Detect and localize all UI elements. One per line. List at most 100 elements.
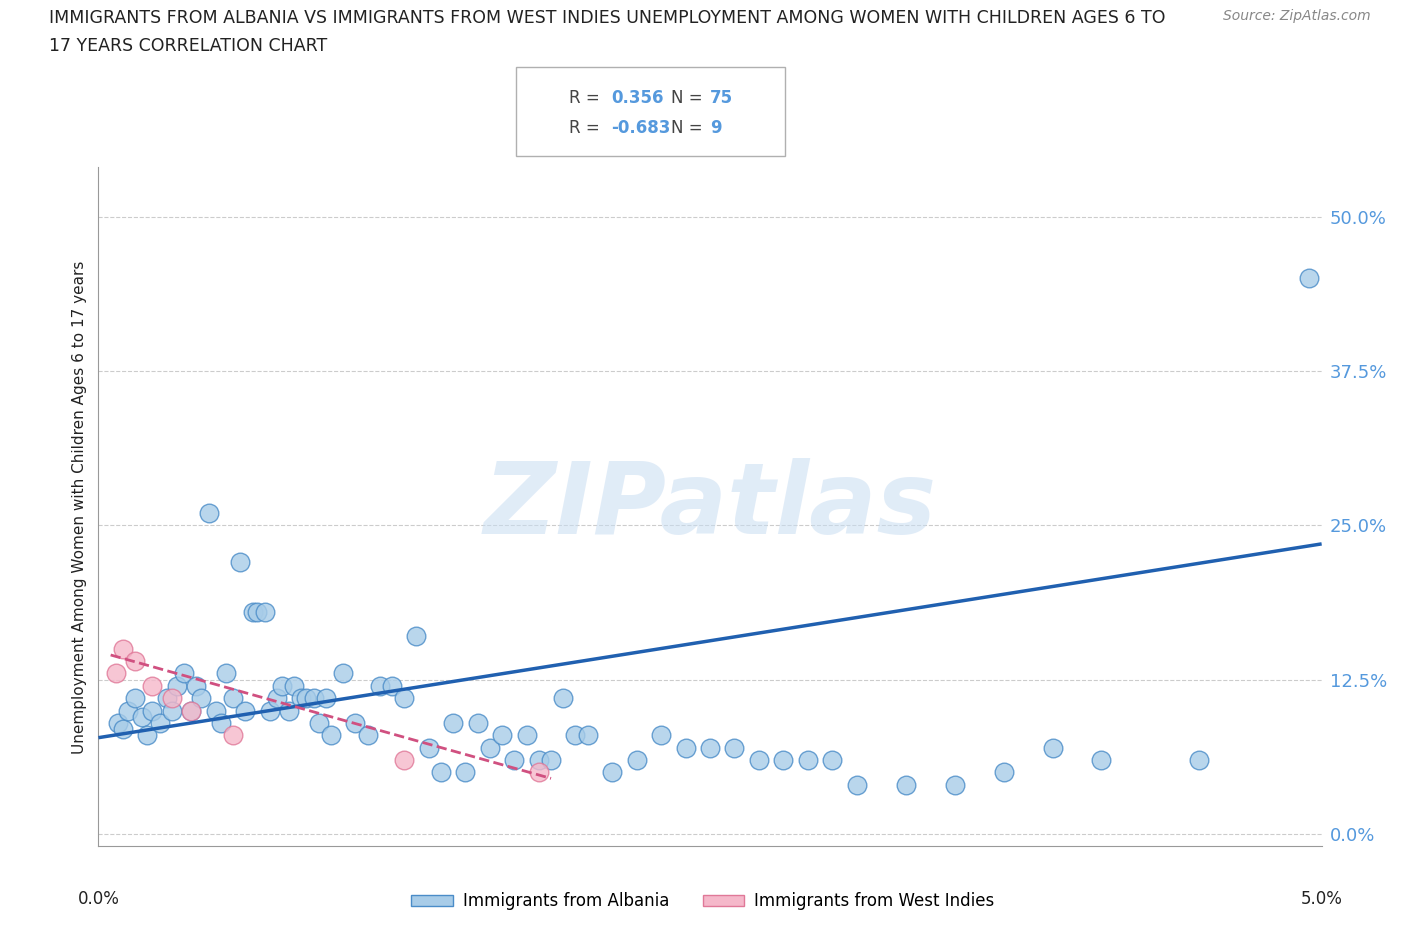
- Point: [454, 764, 477, 779]
- Point: [124, 691, 146, 706]
- Point: [270, 678, 294, 693]
- Point: [797, 752, 820, 767]
- Point: [104, 666, 127, 681]
- Point: [190, 691, 212, 706]
- Point: [356, 728, 378, 743]
- Point: [1188, 752, 1211, 767]
- Point: [259, 703, 281, 718]
- Point: [845, 777, 868, 792]
- Point: [772, 752, 794, 767]
- Point: [553, 691, 575, 706]
- Point: [650, 728, 672, 743]
- Point: [246, 604, 269, 619]
- Text: 5.0%: 5.0%: [1301, 889, 1343, 908]
- Point: [131, 710, 153, 724]
- Point: [117, 703, 139, 718]
- Point: [214, 666, 236, 681]
- Point: [418, 740, 440, 755]
- Point: [222, 728, 245, 743]
- Point: [124, 654, 146, 669]
- Text: 75: 75: [710, 88, 733, 107]
- Point: [278, 703, 301, 718]
- Point: [723, 740, 745, 755]
- Point: [441, 715, 464, 730]
- Point: [173, 666, 195, 681]
- Point: [111, 642, 134, 657]
- Point: [295, 691, 318, 706]
- Text: 0.356: 0.356: [612, 88, 664, 107]
- Point: [491, 728, 513, 743]
- Point: [332, 666, 354, 681]
- Point: [748, 752, 770, 767]
- Point: [943, 777, 966, 792]
- Point: [197, 506, 219, 521]
- Point: [222, 691, 245, 706]
- Text: N =: N =: [671, 88, 702, 107]
- Point: [209, 715, 232, 730]
- Point: [430, 764, 453, 779]
- Point: [405, 629, 427, 644]
- Point: [392, 752, 416, 767]
- Point: [527, 764, 550, 779]
- Point: [160, 703, 183, 718]
- Point: [107, 715, 129, 730]
- Point: [166, 678, 188, 693]
- Point: [283, 678, 305, 693]
- Point: [229, 555, 252, 570]
- Point: [540, 752, 562, 767]
- Point: [527, 752, 550, 767]
- Point: [141, 678, 163, 693]
- Point: [302, 691, 325, 706]
- Point: [308, 715, 330, 730]
- Point: [149, 715, 172, 730]
- Point: [1042, 740, 1064, 755]
- Point: [1090, 752, 1112, 767]
- Point: [821, 752, 844, 767]
- Point: [315, 691, 337, 706]
- Y-axis label: Unemployment Among Women with Children Ages 6 to 17 years: Unemployment Among Women with Children A…: [72, 260, 87, 753]
- Point: [160, 691, 183, 706]
- Text: R =: R =: [569, 119, 600, 138]
- Point: [180, 703, 202, 718]
- Point: [503, 752, 526, 767]
- Point: [205, 703, 228, 718]
- Point: [186, 678, 208, 693]
- Point: [564, 728, 586, 743]
- Legend: Immigrants from Albania, Immigrants from West Indies: Immigrants from Albania, Immigrants from…: [405, 885, 1001, 917]
- Point: [290, 691, 312, 706]
- Point: [233, 703, 256, 718]
- Text: R =: R =: [569, 88, 600, 107]
- Text: IMMIGRANTS FROM ALBANIA VS IMMIGRANTS FROM WEST INDIES UNEMPLOYMENT AMONG WOMEN : IMMIGRANTS FROM ALBANIA VS IMMIGRANTS FR…: [49, 9, 1166, 27]
- Point: [156, 691, 179, 706]
- Text: -0.683: -0.683: [612, 119, 671, 138]
- Point: [467, 715, 489, 730]
- Point: [319, 728, 342, 743]
- Text: 17 YEARS CORRELATION CHART: 17 YEARS CORRELATION CHART: [49, 37, 328, 55]
- Text: 0.0%: 0.0%: [77, 889, 120, 908]
- Point: [626, 752, 648, 767]
- Point: [894, 777, 917, 792]
- Point: [344, 715, 367, 730]
- Point: [136, 728, 159, 743]
- Text: ZIPatlas: ZIPatlas: [484, 458, 936, 555]
- Point: [111, 722, 134, 737]
- Point: [266, 691, 288, 706]
- Point: [699, 740, 721, 755]
- Point: [600, 764, 623, 779]
- Point: [368, 678, 391, 693]
- Text: Source: ZipAtlas.com: Source: ZipAtlas.com: [1223, 9, 1371, 23]
- Point: [253, 604, 276, 619]
- Point: [675, 740, 697, 755]
- Point: [993, 764, 1015, 779]
- Point: [392, 691, 416, 706]
- Text: N =: N =: [671, 119, 702, 138]
- Point: [180, 703, 202, 718]
- Point: [141, 703, 163, 718]
- Point: [381, 678, 404, 693]
- Point: [478, 740, 501, 755]
- Point: [1298, 271, 1320, 286]
- Point: [242, 604, 264, 619]
- Point: [576, 728, 599, 743]
- Text: 9: 9: [710, 119, 721, 138]
- Point: [516, 728, 538, 743]
